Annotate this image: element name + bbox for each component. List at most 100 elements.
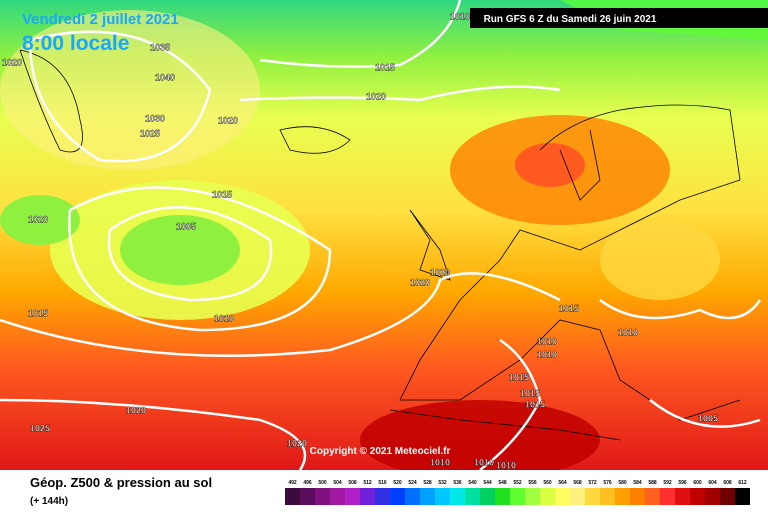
legend-label: 532 xyxy=(438,480,447,486)
isobar-label: 1010 xyxy=(618,327,638,337)
isobar-label: 1035 xyxy=(150,42,170,52)
legend-label: 536 xyxy=(453,480,462,486)
legend-swatch xyxy=(570,488,585,505)
legend-label: 580 xyxy=(618,480,627,486)
legend-label: 612 xyxy=(738,480,747,486)
isobar-label: 1020 xyxy=(366,91,386,101)
isobar-label: 1015 xyxy=(525,399,545,409)
isobar-label: 1010 xyxy=(450,11,470,21)
legend-label: 584 xyxy=(633,480,642,486)
legend-swatch xyxy=(510,488,525,505)
forecast-time: 8:00 locale xyxy=(22,32,129,55)
forecast-date: Vendredi 2 juillet 2021 xyxy=(22,11,179,28)
legend-swatch xyxy=(540,488,555,505)
isobar-label: 1020 xyxy=(430,267,450,277)
legend-swatch xyxy=(300,488,315,505)
legend-label: 496 xyxy=(303,480,312,486)
legend-swatch xyxy=(675,488,690,505)
legend-label: 568 xyxy=(573,480,582,486)
legend-swatch xyxy=(720,488,735,505)
isobar-label: 1010 xyxy=(474,457,494,467)
legend-label: 604 xyxy=(708,480,717,486)
legend-swatch xyxy=(645,488,660,505)
legend-label: 516 xyxy=(378,480,387,486)
legend-label: 600 xyxy=(693,480,702,486)
run-info: Run GFS 6 Z du Samedi 26 juin 2021 xyxy=(484,14,657,25)
legend-swatch xyxy=(555,488,570,505)
copyright: Copyright © 2021 Meteociel.fr xyxy=(310,446,451,457)
legend-swatch xyxy=(330,488,345,505)
isobar-label: 1020 xyxy=(28,214,48,224)
legend-swatch xyxy=(600,488,615,505)
isobar-label: 1015 xyxy=(212,189,232,199)
legend-label: 492 xyxy=(288,480,297,486)
legend-swatch xyxy=(525,488,540,505)
legend-label: 528 xyxy=(423,480,432,486)
legend-label: 608 xyxy=(723,480,732,486)
legend-swatch xyxy=(420,488,435,505)
legend-swatch xyxy=(435,488,450,505)
legend-label: 524 xyxy=(408,480,417,486)
legend-label: 552 xyxy=(513,480,522,486)
legend-label: 508 xyxy=(348,480,357,486)
run-banner xyxy=(470,8,768,28)
isobar-label: 1020 xyxy=(126,405,146,415)
legend-swatch xyxy=(375,488,390,505)
legend-swatch xyxy=(690,488,705,505)
legend-label: 588 xyxy=(648,480,657,486)
isobar-label: 1030 xyxy=(145,113,165,123)
legend-label: 596 xyxy=(678,480,687,486)
legend-label: 572 xyxy=(588,480,597,486)
legend-label: 540 xyxy=(468,480,477,486)
legend-swatch xyxy=(345,488,360,505)
footer-lead: (+ 144h) xyxy=(30,496,68,507)
isobar-label: 1005 xyxy=(176,221,196,231)
isobar-label: 1015 xyxy=(509,372,529,382)
legend-label: 504 xyxy=(333,480,342,486)
isobar-label: 1020 xyxy=(287,438,307,448)
legend-swatch xyxy=(315,488,330,505)
map-background xyxy=(0,0,768,480)
legend-label: 576 xyxy=(603,480,612,486)
legend-swatch xyxy=(360,488,375,505)
isobar-label: 1010 xyxy=(430,457,450,467)
legend-label: 520 xyxy=(393,480,402,486)
legend-label: 548 xyxy=(498,480,507,486)
legend-swatch xyxy=(405,488,420,505)
isobar-label: 1020 xyxy=(410,277,430,287)
legend-label: 560 xyxy=(543,480,552,486)
legend-label: 544 xyxy=(483,480,492,486)
legend-swatch xyxy=(285,488,300,505)
legend-label: 556 xyxy=(528,480,537,486)
legend-swatch xyxy=(705,488,720,505)
isobar-label: 1015 xyxy=(375,62,395,72)
legend-swatch xyxy=(480,488,495,505)
legend-swatch xyxy=(495,488,510,505)
isobar-label: 1025 xyxy=(140,128,160,138)
isobar-label: 1015 xyxy=(28,308,48,318)
isobar-label: 1025 xyxy=(30,423,50,433)
legend-swatch xyxy=(465,488,480,505)
isobars xyxy=(0,0,760,470)
legend-swatch xyxy=(660,488,675,505)
isobar-label: 1010 xyxy=(537,349,557,359)
isobar-label: 1010 xyxy=(496,460,516,470)
legend-swatch xyxy=(735,488,750,505)
isobar-label: 1005 xyxy=(698,413,718,423)
legend-swatch xyxy=(390,488,405,505)
isobar-label: 1020 xyxy=(218,115,238,125)
isobar-label: 1010 xyxy=(214,313,234,323)
isobar-label: 1020 xyxy=(2,57,22,67)
legend-label: 500 xyxy=(318,480,327,486)
isobar-label: 1015 xyxy=(559,303,579,313)
legend-label: 512 xyxy=(363,480,372,486)
legend-swatch xyxy=(615,488,630,505)
legend-label: 592 xyxy=(663,480,672,486)
footer-title: Géop. Z500 & pression au sol xyxy=(30,475,212,490)
legend-label: 564 xyxy=(558,480,567,486)
color-legend: 492 496 500 504 508 512 516 520 524 528 532 536 540 5… xyxy=(285,480,750,505)
legend-swatch xyxy=(630,488,645,505)
legend-swatch xyxy=(450,488,465,505)
isobar-labels: 1010 1035 1020 1015 1040 1020 1030 1020 1025 1015… xyxy=(2,11,718,470)
